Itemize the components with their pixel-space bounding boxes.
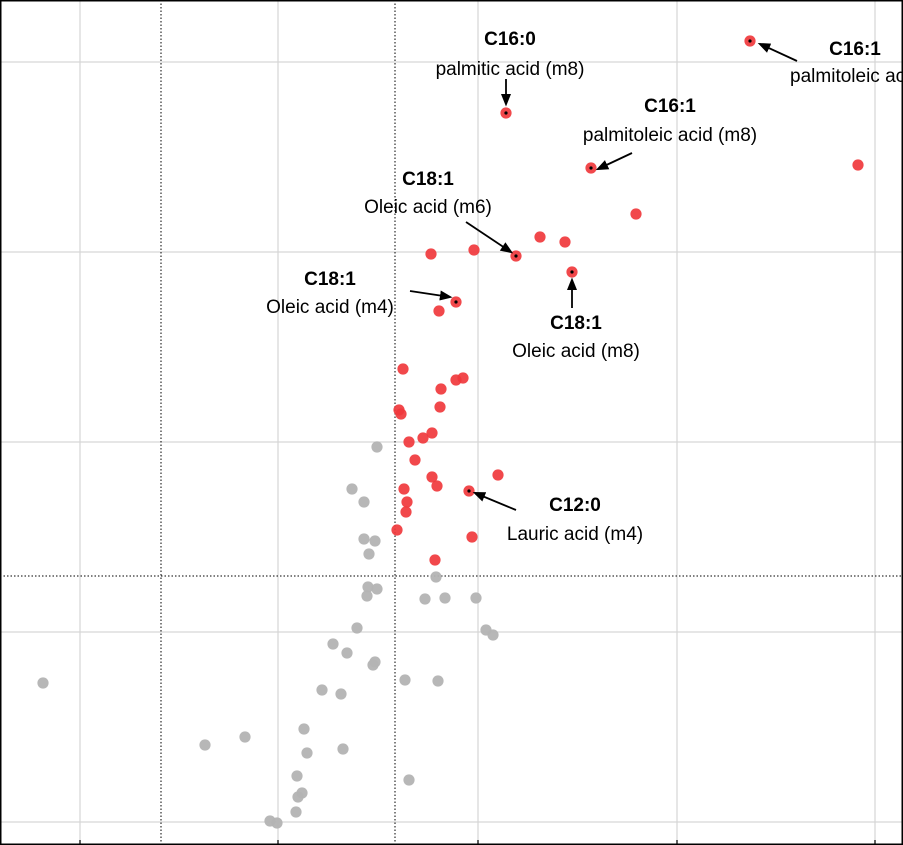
axis-ticks	[79, 840, 876, 845]
highlight-point	[426, 427, 438, 439]
other-point	[290, 806, 302, 818]
annotation-compound: C18:1	[550, 313, 602, 334]
other-point	[419, 593, 431, 605]
highlight-point	[398, 483, 410, 495]
other-point	[199, 739, 211, 751]
other-point	[291, 770, 303, 782]
annotation: C18:1 Oleic acid (m8)	[512, 270, 640, 362]
highlight-point	[431, 480, 443, 492]
other-point	[316, 684, 328, 696]
other-point	[470, 592, 482, 604]
other-point	[298, 723, 310, 735]
other-point	[239, 731, 251, 743]
annotation: C12:0 Lauric acid (m4)	[467, 489, 643, 545]
annotation-marker	[589, 166, 593, 170]
highlight-point	[426, 471, 438, 483]
highlight-point	[435, 383, 447, 395]
annotation-compound: C16:1	[829, 39, 881, 60]
annotation-description: palmitic acid (m8)	[436, 59, 585, 80]
other-point	[358, 496, 370, 508]
other-point	[369, 535, 381, 547]
highlight-point	[395, 408, 407, 420]
highlight-point	[401, 496, 413, 508]
annotation-description: Lauric acid (m4)	[507, 524, 643, 545]
other-point	[399, 674, 411, 686]
annotation-marker	[454, 300, 458, 304]
annotation-description: palmitoleic acid (m8)	[583, 125, 757, 146]
annotation-marker	[570, 270, 574, 274]
annotation-marker	[748, 39, 752, 43]
other-point	[367, 659, 379, 671]
annotation-description: Oleic acid (m4)	[266, 297, 394, 318]
highlight-point	[403, 436, 415, 448]
annotation-compound: C12:0	[549, 495, 601, 516]
annotations: C16:0 palmitic acid (m8) C16:1 palmitoleic …	[266, 29, 903, 545]
annotation: C16:1 palmitoleic acid	[748, 39, 903, 87]
annotation-arrow	[465, 221, 514, 254]
other-point	[361, 590, 373, 602]
other-point	[335, 688, 347, 700]
annotation-description: Oleic acid (m8)	[512, 341, 640, 362]
highlight-point	[417, 432, 429, 444]
annotation-description: Oleic acid (m6)	[364, 197, 492, 218]
annotation: C18:1 Oleic acid (m4)	[266, 269, 458, 318]
other-point	[362, 581, 374, 593]
annotation-compound: C16:1	[644, 96, 696, 117]
other-point	[430, 571, 442, 583]
highlight-point	[433, 305, 445, 317]
highlight-point	[400, 506, 412, 518]
annotation-compound: C18:1	[304, 269, 356, 290]
highlight-point	[559, 236, 571, 248]
highlight-point	[492, 469, 504, 481]
other-point	[337, 743, 349, 755]
other-point	[341, 647, 353, 659]
other-point	[358, 533, 370, 545]
other-point	[439, 592, 451, 604]
highlight-point	[534, 231, 546, 243]
highlight-point	[466, 531, 478, 543]
other-point	[487, 629, 499, 641]
other-point	[292, 791, 304, 803]
other-point	[351, 622, 363, 634]
annotation-marker	[504, 111, 508, 115]
other-point	[301, 747, 313, 759]
highlight-point	[852, 159, 864, 171]
annotation-description: palmitoleic acid	[790, 66, 903, 87]
highlight-point	[425, 248, 437, 260]
other-point	[403, 774, 415, 786]
annotation: C16:1 palmitoleic acid (m8)	[583, 96, 757, 171]
other-point	[432, 675, 444, 687]
annotation-marker	[514, 254, 518, 258]
highlight-point	[409, 454, 421, 466]
annotation-arrow	[595, 152, 633, 171]
annotation: C18:1 Oleic acid (m6)	[364, 169, 518, 258]
highlight-point	[391, 524, 403, 536]
annotation-compound: C16:0	[484, 29, 536, 50]
other-point	[371, 441, 383, 453]
highlight-point	[468, 244, 480, 256]
annotation: C16:0 palmitic acid (m8)	[436, 29, 585, 115]
other-point	[271, 817, 283, 829]
annotation-compound: C18:1	[402, 169, 454, 190]
highlight-point	[429, 554, 441, 566]
highlight-point	[630, 208, 642, 220]
highlight-point	[434, 401, 446, 413]
other-point	[327, 638, 339, 650]
annotation-marker	[467, 489, 471, 493]
annotation-arrow	[757, 42, 798, 62]
highlight-point	[397, 363, 409, 375]
annotation-arrow	[472, 492, 517, 511]
other-point	[371, 583, 383, 595]
highlight-point	[450, 374, 462, 386]
annotation-arrow	[409, 290, 453, 301]
other-point	[37, 677, 49, 689]
other-point	[363, 548, 375, 560]
other-point	[346, 483, 358, 495]
